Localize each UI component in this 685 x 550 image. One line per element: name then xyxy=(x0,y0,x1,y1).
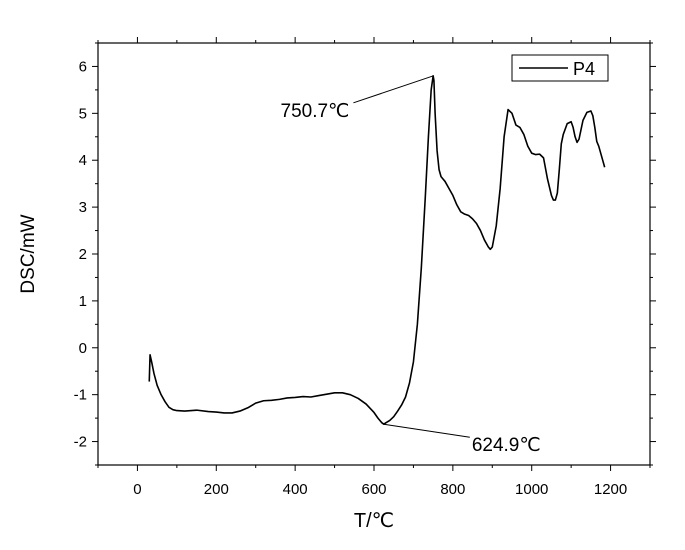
legend: P4 xyxy=(511,54,609,82)
axis-tick-labels: 0 200 400 600 800 1000 1200 -2 -1 0 1 2 3 4 5 6 xyxy=(74,58,628,498)
annotation-label: 750.7℃ xyxy=(281,101,350,122)
x-tick-label: 600 xyxy=(361,481,386,498)
x-tick-label: 0 xyxy=(133,481,141,498)
y-tick-label: -2 xyxy=(74,434,87,451)
axis-ticks xyxy=(92,37,656,471)
legend-label-p4: P4 xyxy=(573,59,595,79)
y-tick-label: 3 xyxy=(79,199,87,216)
x-tick-label: 800 xyxy=(440,481,465,498)
plot-frame xyxy=(97,42,651,466)
series-line-p4 xyxy=(148,75,606,426)
x-tick-label: 1000 xyxy=(515,481,548,498)
x-tick-label: 200 xyxy=(204,481,229,498)
y-tick-label: 0 xyxy=(79,340,87,357)
annotation-leader xyxy=(383,423,470,438)
x-axis-label: T/℃ xyxy=(354,510,394,532)
y-tick-label: 5 xyxy=(79,105,87,122)
y-tick-label: 2 xyxy=(79,246,87,263)
y-axis-label: DSC/mW xyxy=(18,214,39,293)
x-tick-label: 1200 xyxy=(594,481,627,498)
y-tick-label: 6 xyxy=(79,58,87,75)
annotation-leader xyxy=(353,75,434,104)
y-tick-label: -1 xyxy=(74,387,87,404)
annotation-label: 624.9℃ xyxy=(472,435,541,456)
x-tick-label: 400 xyxy=(283,481,308,498)
y-tick-label: 1 xyxy=(79,293,87,310)
annotations: 750.7℃ 624.9℃ xyxy=(281,75,541,456)
series-group xyxy=(148,75,606,426)
y-tick-label: 4 xyxy=(79,152,87,169)
